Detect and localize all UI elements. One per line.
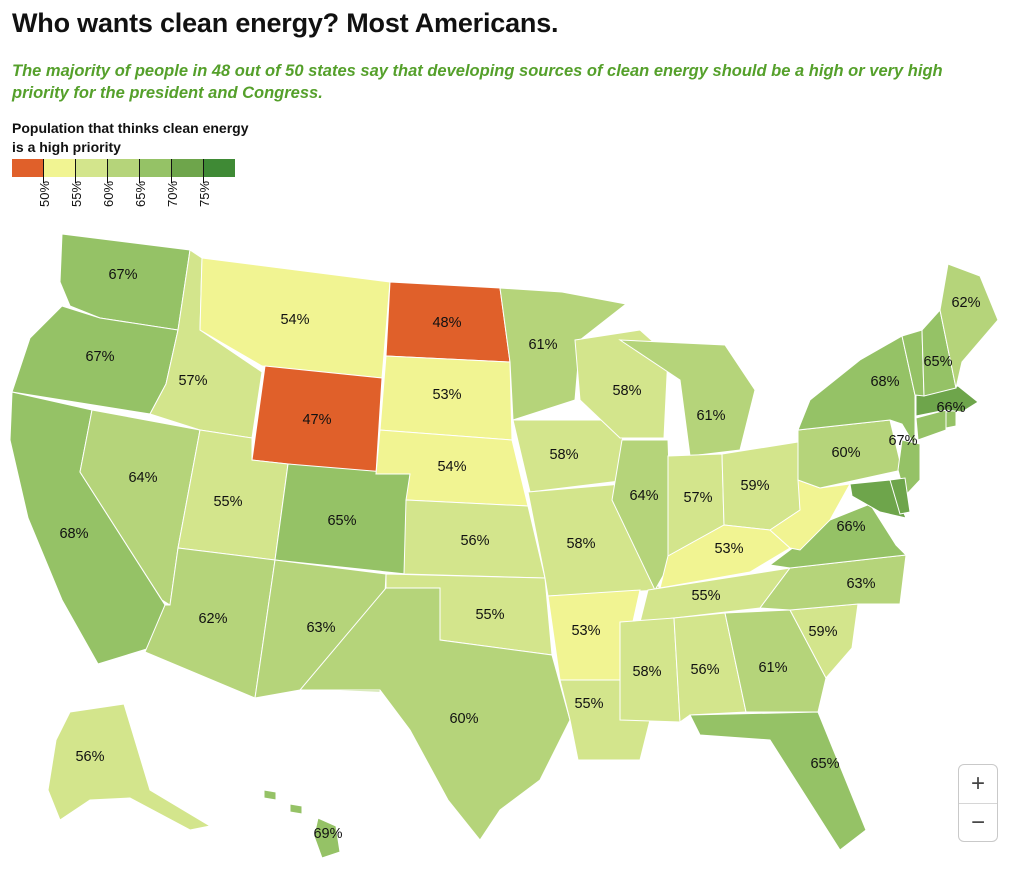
state-label-AR: 53% [571,623,600,639]
state-label-SC: 59% [808,624,837,640]
state-label-AZ: 62% [198,611,227,627]
legend-swatch [172,159,203,177]
state-FL[interactable] [689,711,867,851]
color-legend: 50% 55% 60% 65% 70% 75% [12,159,236,219]
zoom-control: + − [958,764,998,842]
state-label-MS: 58% [632,664,661,680]
legend-tick-label: 70% [165,180,180,207]
legend-tick [75,159,76,183]
state-label-NY: 68% [870,374,899,390]
legend-swatch [12,159,43,177]
zoom-in-button[interactable]: + [970,770,985,797]
state-label-MI: 61% [696,408,725,424]
state-MI[interactable] [618,339,756,457]
state-label-CA: 68% [59,526,88,542]
state-label-OK: 55% [475,607,504,623]
chart-title: Who wants clean energy? Most Americans. [12,8,559,38]
state-label-ME: 62% [951,295,980,311]
state-label-MN: 61% [528,337,557,353]
legend-tick-label: 75% [197,180,212,207]
state-HI[interactable] [313,817,341,859]
state-label-NV: 64% [128,470,157,486]
state-label-MO: 58% [566,536,595,552]
legend-tick [139,159,140,183]
state-label-WA: 67% [108,267,137,283]
state-label-IL: 64% [629,488,658,504]
legend-tick-label: 60% [101,180,116,207]
state-label-VA: 66% [836,519,865,535]
state-label-OH: 59% [740,478,769,494]
state-AK[interactable] [47,703,212,831]
state-GA[interactable] [724,609,827,713]
state-label-FL: 65% [810,756,839,772]
state-label-PA: 60% [831,445,860,461]
state-value-labels: 67% 67% 68% 64% 57% 54% 47% 55% 65% 62% … [59,267,980,842]
state-label-IN: 57% [683,490,712,506]
state-HI-island[interactable] [289,803,303,815]
state-label-NM: 63% [306,620,335,636]
state-label-TX: 60% [449,711,478,727]
state-DE[interactable] [889,477,911,515]
state-label-MT: 54% [280,312,309,328]
state-label-LA: 55% [574,696,603,712]
state-label-IA: 58% [549,447,578,463]
state-label-NE: 54% [437,459,466,475]
state-label-TN: 55% [691,588,720,604]
state-AL[interactable] [673,612,747,723]
legend-tick [43,159,44,183]
state-TX[interactable] [298,587,571,841]
state-label-WY: 47% [302,412,331,428]
state-label-ND: 48% [432,315,461,331]
legend-tick-label: 55% [69,180,84,207]
legend-swatch [44,159,75,177]
state-label-NJ: 67% [888,433,917,449]
legend-tick [203,159,204,183]
state-MD[interactable] [849,479,907,519]
map-svg[interactable]: 67% 67% 68% 64% 57% 54% 47% 55% 65% 62% … [0,228,1012,876]
chart-subtitle: The majority of people in 48 out of 50 s… [12,62,943,102]
state-label-CO: 65% [327,513,356,529]
state-label-WI: 58% [612,383,641,399]
state-CT[interactable] [915,409,947,441]
state-label-KS: 56% [460,533,489,549]
zoom-out-button[interactable]: − [970,809,985,836]
state-label-NC: 63% [846,576,875,592]
state-label-AK: 56% [75,749,104,765]
state-label-MA: 66% [936,400,965,416]
legend-tick-label: 50% [37,180,52,207]
state-ME[interactable] [939,263,999,389]
legend-swatch [108,159,139,177]
state-label-NH: 65% [923,354,952,370]
state-label-UT: 55% [213,494,242,510]
legend-tick-label: 65% [133,180,148,207]
state-label-SD: 53% [432,387,461,403]
legend-swatch [204,159,235,177]
state-label-ID: 57% [178,373,207,389]
legend-title: Population that thinks clean energy is a… [12,120,249,155]
state-HI-island[interactable] [263,789,277,801]
legend-swatch [76,159,107,177]
legend-tick [171,159,172,183]
state-label-GA: 61% [758,660,787,676]
state-label-KY: 53% [714,541,743,557]
legend-swatch [140,159,171,177]
us-choropleth-map[interactable]: 67% 67% 68% 64% 57% 54% 47% 55% 65% 62% … [0,228,1012,876]
state-label-HI: 69% [313,826,342,842]
zoom-divider [959,803,997,804]
state-label-AL: 56% [690,662,719,678]
legend-tick [107,159,108,183]
state-label-OR: 67% [85,349,114,365]
